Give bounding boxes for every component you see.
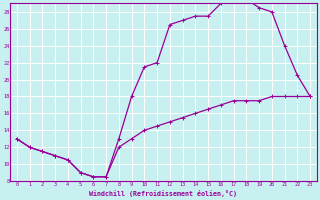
X-axis label: Windchill (Refroidissement éolien,°C): Windchill (Refroidissement éolien,°C) bbox=[90, 190, 237, 197]
